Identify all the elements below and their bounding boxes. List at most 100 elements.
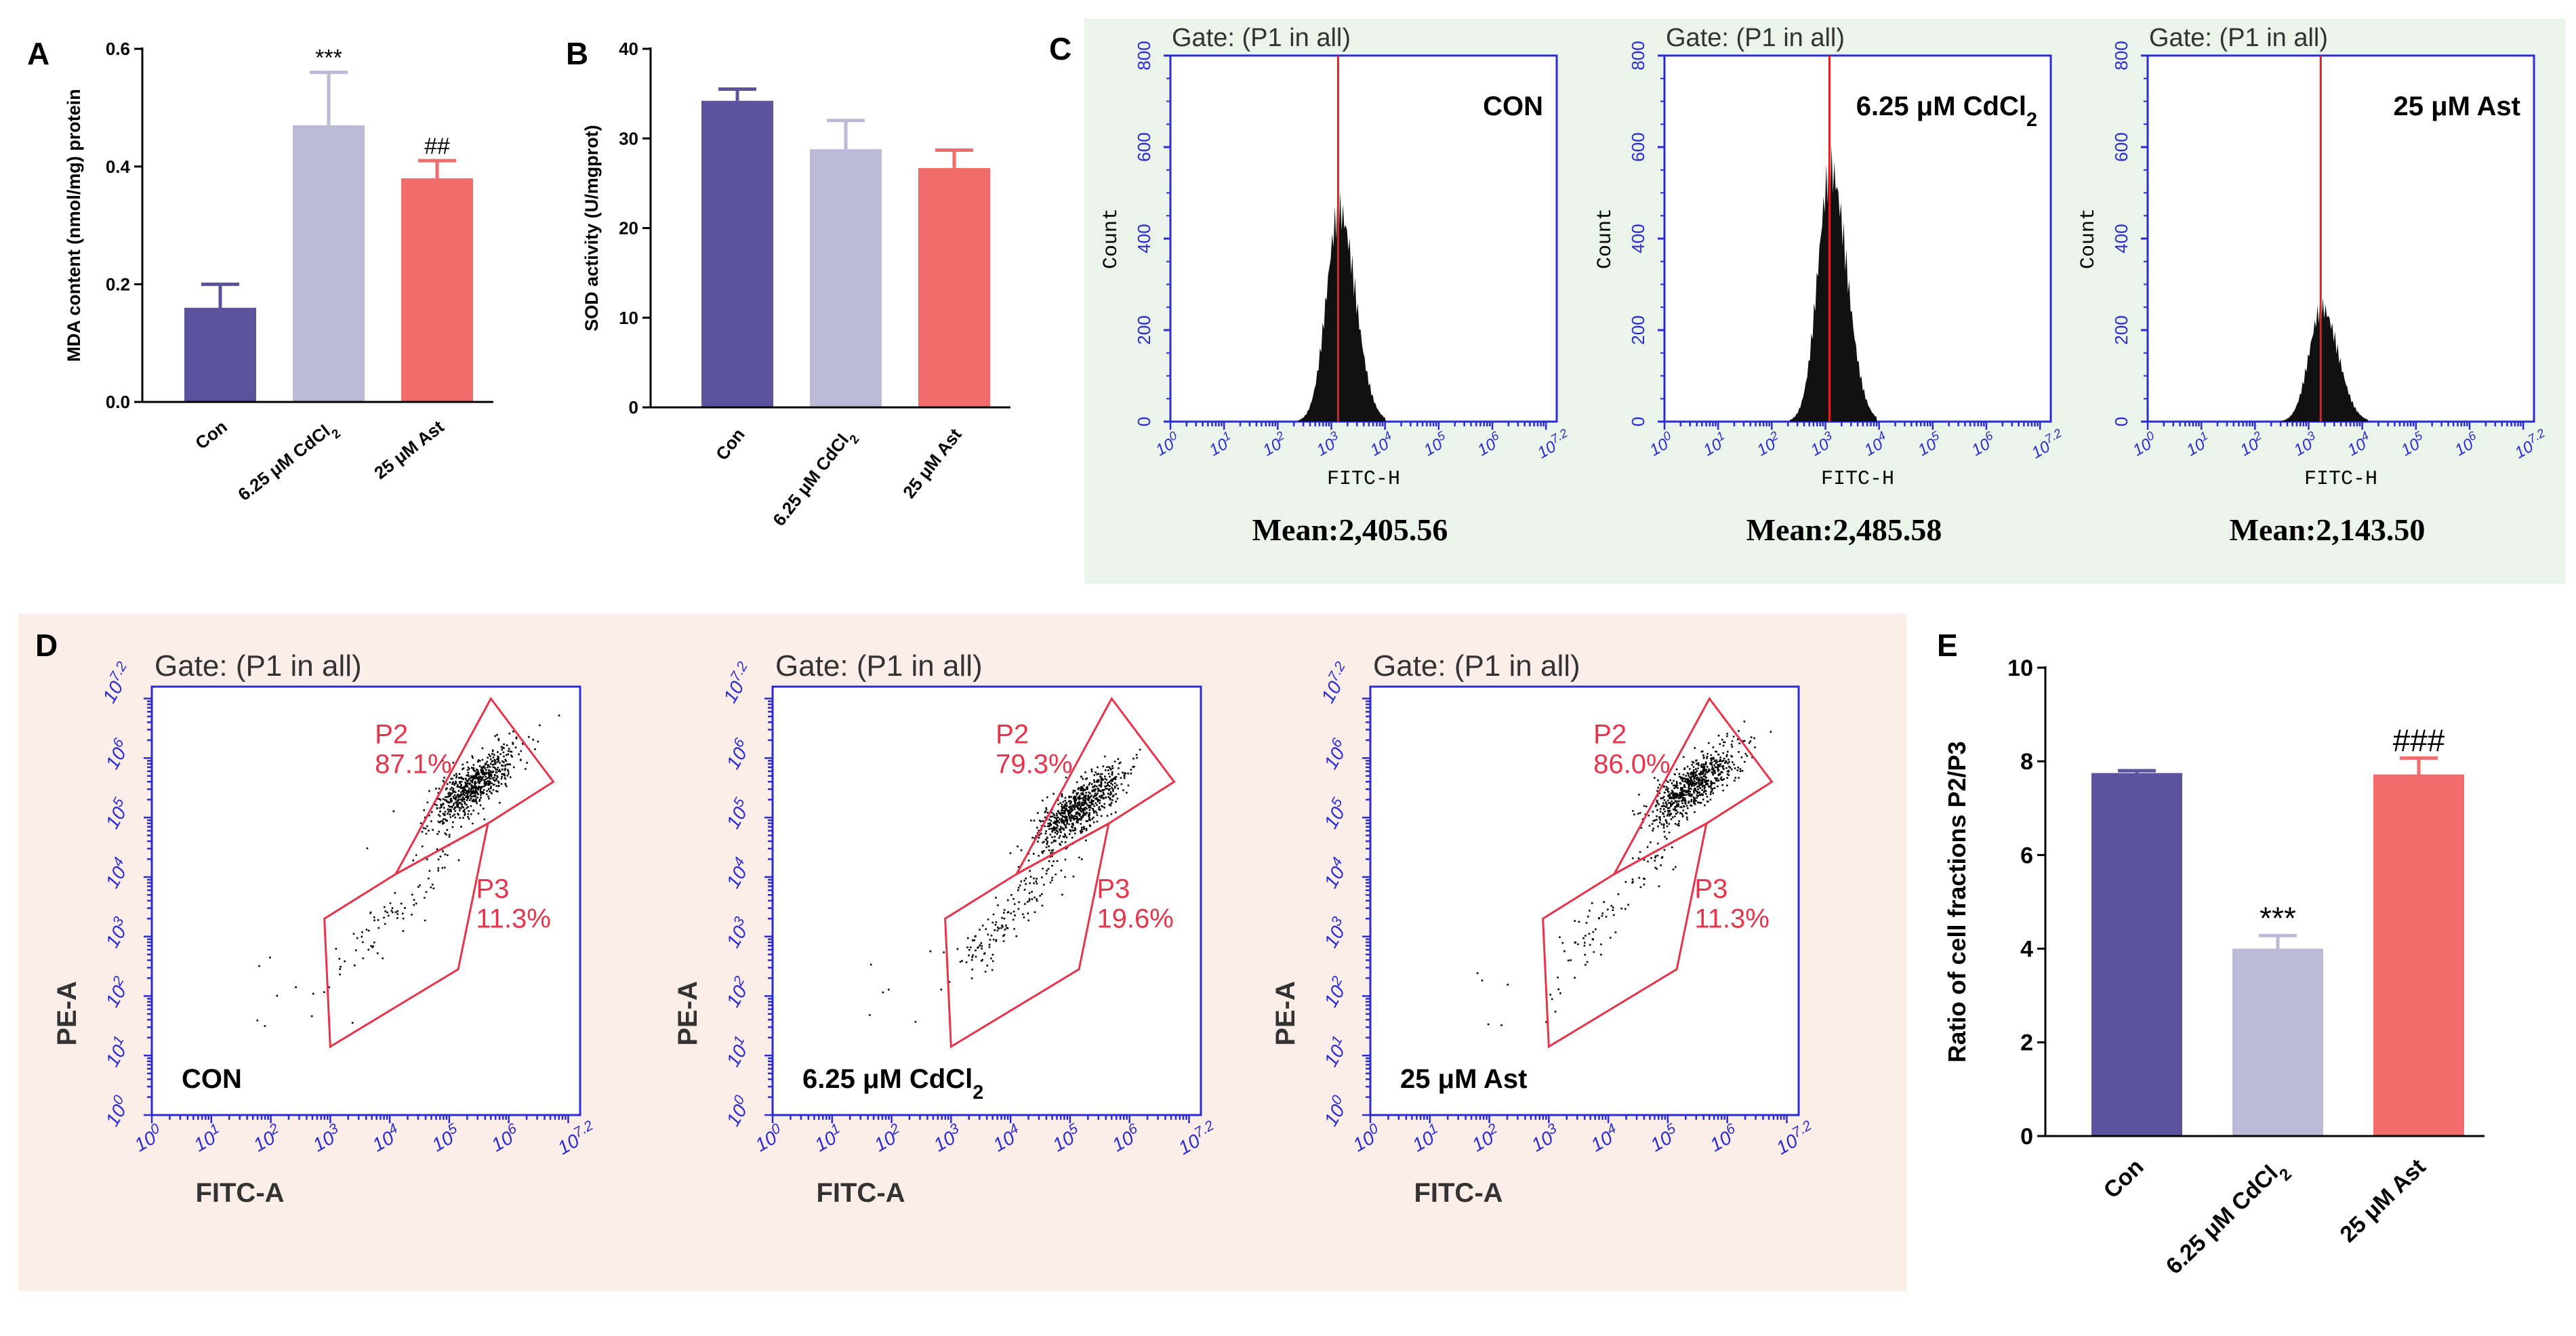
panel-e-ratio-bar-chart: Con *** 6.25 μM CdCl2 ### 25 μM Ast 0 2 4 6 8 10 Ra… bbox=[1943, 655, 2485, 1284]
y-axis-label: Count bbox=[1594, 208, 1617, 269]
y-tick-label: 0.4 bbox=[106, 157, 131, 177]
gate-label: Gate: (P1 in all) bbox=[1373, 649, 1580, 683]
sample-label: 6.25 μM CdCl2 bbox=[802, 1064, 983, 1104]
y-tick-label: 200 bbox=[1134, 315, 1154, 344]
plot-frame bbox=[150, 685, 581, 1116]
sample-label: 6.25 μM CdCl2 bbox=[1856, 92, 2037, 131]
mean-value: Mean:2,143.50 bbox=[2230, 512, 2426, 547]
gate-p3-percent: 11.3% bbox=[1694, 904, 1769, 934]
x-axis-label: FITC-H bbox=[1327, 468, 1400, 491]
y-axis-label: Count bbox=[2077, 208, 2100, 269]
x-axis-label: FITC-A bbox=[816, 1178, 905, 1208]
y-tick-label: 40 bbox=[619, 39, 638, 59]
significance-label: *** bbox=[2260, 900, 2296, 935]
sample-label: 25 μM Ast bbox=[2394, 92, 2520, 121]
panel-letter-e: E bbox=[1937, 628, 1958, 663]
gate-p2-percent: 86.0% bbox=[1593, 749, 1670, 779]
panel-letter-b: B bbox=[566, 36, 588, 71]
panel-letter-c: C bbox=[1049, 31, 1071, 66]
gate-p2-name: P2 bbox=[375, 719, 408, 749]
category-label: Con bbox=[712, 424, 749, 464]
plot-frame bbox=[1369, 685, 1800, 1116]
y-tick-label: 0 bbox=[1134, 417, 1154, 426]
y-tick-label: 400 bbox=[1628, 224, 1648, 253]
y-tick-label: 800 bbox=[2111, 41, 2131, 70]
gate-p2-name: P2 bbox=[1593, 719, 1627, 749]
y-tick-label: 400 bbox=[1134, 224, 1154, 253]
mean-value: Mean:2,485.58 bbox=[1746, 512, 1942, 547]
gate-p3-name: P3 bbox=[476, 874, 509, 904]
y-tick-label: 10 bbox=[619, 308, 638, 328]
gate-p2-name: P2 bbox=[996, 719, 1029, 749]
y-axis-label: SOD activity (U/mgprot) bbox=[581, 125, 602, 331]
histogram-distribution bbox=[2281, 297, 2369, 422]
y-tick-label: 0 bbox=[629, 397, 638, 418]
y-tick-label: 8 bbox=[2020, 749, 2033, 775]
y-tick-label: 200 bbox=[2111, 315, 2131, 344]
bar bbox=[701, 100, 773, 407]
plot-frame bbox=[1663, 54, 2052, 423]
sample-label: 25 μM Ast bbox=[1400, 1064, 1527, 1094]
y-tick-label: 0 bbox=[2111, 417, 2131, 426]
histogram-distribution bbox=[1789, 145, 1877, 422]
y-tick-label: 0 bbox=[1628, 417, 1648, 426]
y-axis-label: PE-A bbox=[52, 981, 82, 1046]
gate-p3 bbox=[1542, 822, 1709, 1049]
gate-label: Gate: (P1 in all) bbox=[1666, 24, 1845, 52]
significance-label: ### bbox=[2393, 723, 2445, 758]
category-label: 6.25 μM CdCl2 bbox=[234, 416, 343, 509]
bar bbox=[918, 167, 990, 407]
event-dots bbox=[869, 748, 1141, 1023]
gate-p3-name: P3 bbox=[1097, 874, 1130, 904]
bar bbox=[184, 308, 256, 402]
y-tick-label: 0 bbox=[2020, 1124, 2033, 1150]
bar bbox=[401, 178, 473, 402]
y-axis-label: Ratio of cell fractions P2/P3 bbox=[1943, 741, 1971, 1062]
y-tick-label: 20 bbox=[619, 218, 638, 239]
mean-value: Mean:2,405.56 bbox=[1252, 512, 1448, 547]
panel-b-sod-bar-chart: Con 6.25 μM CdCl2 25 μM Ast 0 10 20 30 40 SOD ac… bbox=[581, 39, 1010, 530]
y-tick-label: 600 bbox=[1134, 132, 1154, 161]
panel-d-flow-scatter-plots: Gate: (P1 in all)10010010110110210210310… bbox=[52, 649, 1814, 1208]
y-tick-label: 2 bbox=[2020, 1030, 2033, 1056]
y-tick-label: 400 bbox=[2111, 224, 2131, 253]
y-tick-label: 600 bbox=[2111, 132, 2131, 161]
gate-label: Gate: (P1 in all) bbox=[155, 649, 362, 683]
y-tick-label: 800 bbox=[1134, 41, 1154, 70]
gate-p3 bbox=[323, 822, 490, 1049]
category-label: Con bbox=[191, 416, 230, 453]
x-axis-label: FITC-H bbox=[1821, 468, 1894, 491]
y-axis-label: MDA content (nmol/mg) protein bbox=[64, 89, 84, 361]
category-label: 25 μM Ast bbox=[899, 424, 966, 502]
gate-p3 bbox=[944, 822, 1111, 1049]
event-dots bbox=[256, 714, 560, 1027]
gate-p3-name: P3 bbox=[1694, 874, 1727, 904]
histogram-distribution bbox=[1298, 190, 1386, 422]
panel-letter-d: D bbox=[35, 628, 58, 663]
scatter-plot-2: Gate: (P1 in all)10010010110110210210310… bbox=[673, 649, 1217, 1208]
x-axis-label: FITC-A bbox=[1414, 1178, 1502, 1208]
bar bbox=[2091, 773, 2182, 1136]
category-label: 25 μM Ast bbox=[2335, 1154, 2431, 1247]
gate-p2-percent: 79.3% bbox=[996, 749, 1072, 779]
category-label: Con bbox=[2099, 1154, 2149, 1203]
y-axis-label: Count bbox=[1100, 208, 1123, 269]
gate-label: Gate: (P1 in all) bbox=[775, 649, 983, 683]
y-tick-label: 0.6 bbox=[106, 39, 130, 59]
panel-letter-a: A bbox=[27, 36, 49, 71]
y-tick-label: 600 bbox=[1628, 132, 1648, 161]
gate-p3-percent: 11.3% bbox=[476, 904, 550, 934]
y-tick-label: 0.0 bbox=[106, 392, 130, 412]
y-tick-label: 30 bbox=[619, 128, 638, 148]
bar bbox=[2373, 774, 2464, 1136]
y-tick-label: 800 bbox=[1628, 41, 1648, 70]
y-axis-label: PE-A bbox=[1271, 981, 1301, 1046]
gate-label: Gate: (P1 in all) bbox=[2149, 24, 2328, 52]
y-tick-label: 0.2 bbox=[106, 274, 130, 294]
bar bbox=[2232, 948, 2323, 1136]
category-label: 6.25 μM CdCl2 bbox=[2161, 1154, 2295, 1284]
bar bbox=[293, 125, 365, 402]
